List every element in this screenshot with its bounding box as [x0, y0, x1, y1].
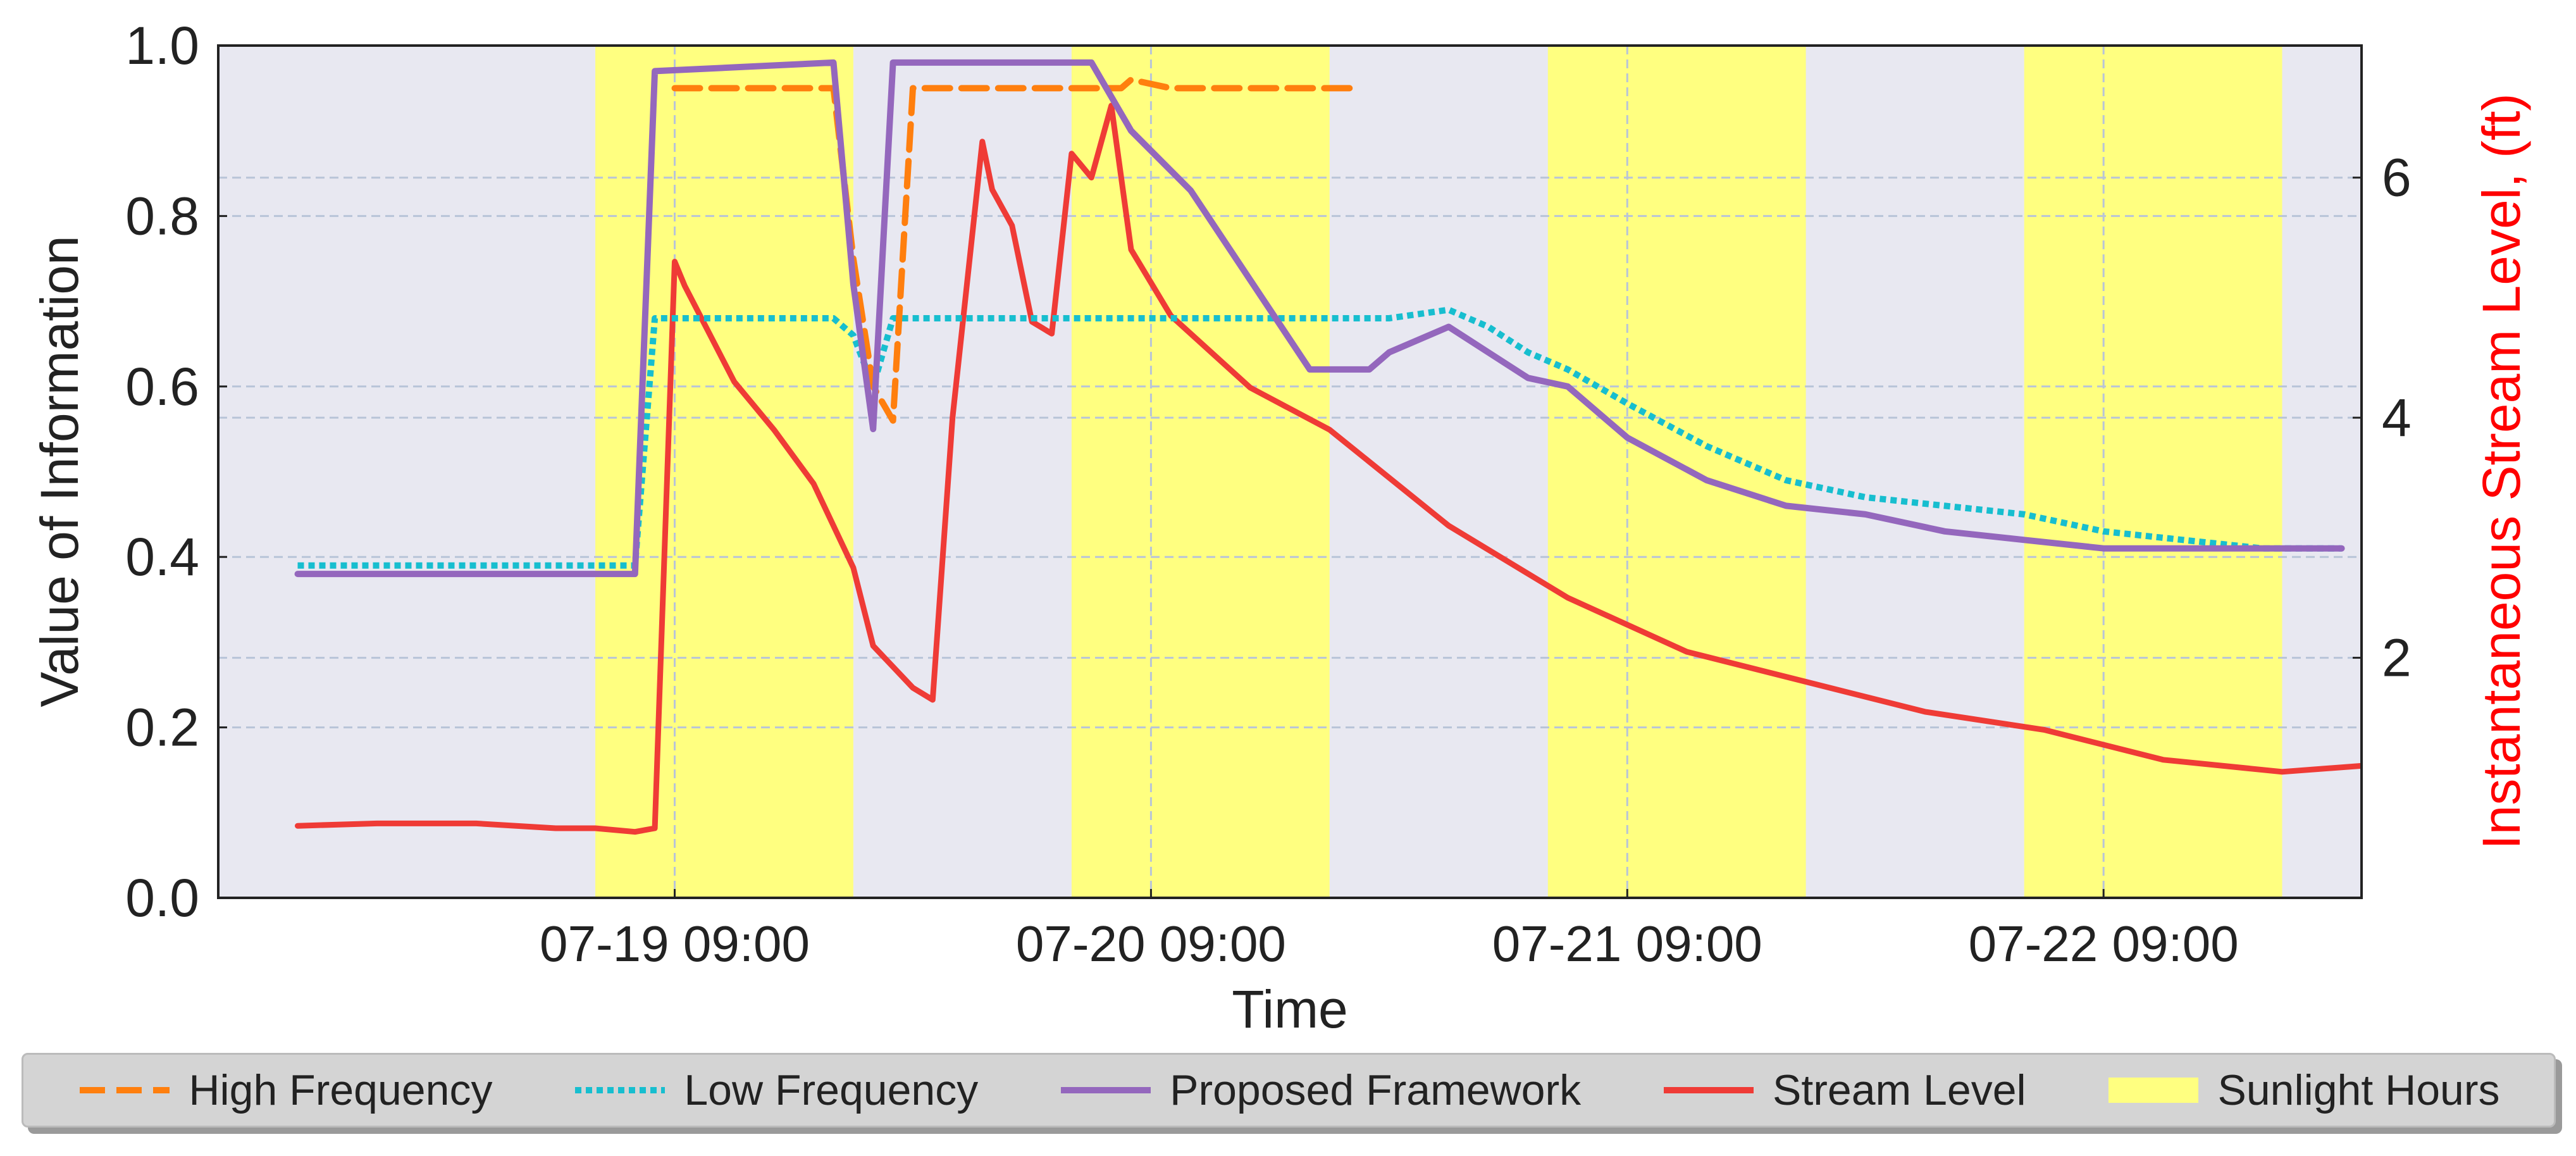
y-right-tick-label-2: 4 — [2382, 388, 2412, 447]
legend-swatch-high-frequency — [80, 1087, 170, 1093]
y-right-tick-label-3: 6 — [2382, 148, 2412, 208]
legend-label-high-frequency: High Frequency — [189, 1066, 493, 1114]
legend-label-stream-level: Stream Level — [1772, 1066, 2026, 1114]
series-stream-level — [295, 103, 2362, 835]
x-tick-label-1: 07-19 09:00 — [540, 916, 810, 972]
y-tick-label-2: 0.2 — [125, 698, 199, 757]
axes: 07-19 09:00 07-20 09:00 07-21 09:00 07-22 0… — [125, 16, 2412, 972]
grid-lines — [218, 46, 2362, 898]
x-tick-label-4: 07-22 09:00 — [1969, 916, 2239, 972]
sunlight-bands — [595, 46, 2282, 898]
legend-swatch-stream-level — [1663, 1087, 1754, 1093]
legend-swatch-proposed-framework — [1061, 1087, 1151, 1093]
y-tick-label-4: 0.6 — [125, 357, 199, 416]
plot-frame — [217, 44, 2363, 899]
legend-label-low-frequency: Low Frequency — [684, 1066, 979, 1114]
legend-item-stream-level: Stream Level — [1661, 1066, 2026, 1115]
sunlight-band-3 — [1547, 46, 1806, 898]
x-axis-label: Time — [1232, 979, 1348, 1039]
y-axis-label: Value of Information — [30, 235, 89, 707]
legend-label-sunlight-hours: Sunlight Hours — [2217, 1066, 2500, 1114]
legend-swatch-sunlight-hours — [2108, 1078, 2199, 1103]
y-tick-label-3: 0.4 — [125, 527, 199, 587]
y-right-tick-label-1: 2 — [2382, 628, 2412, 688]
sunlight-band-1 — [595, 46, 853, 898]
legend-swatch-low-frequency — [575, 1087, 666, 1093]
legend-item-low-frequency: Low Frequency — [573, 1066, 978, 1115]
x-tick-label-2: 07-20 09:00 — [1016, 916, 1286, 972]
y-tick-label-1: 0.0 — [125, 868, 199, 928]
legend-label-proposed-framework: Proposed Framework — [1170, 1066, 1582, 1114]
legend-item-proposed-framework: Proposed Framework — [1058, 1066, 1581, 1115]
legend: High Frequency Low Frequency Proposed Fr… — [22, 1053, 2556, 1128]
series-lines — [294, 59, 2362, 835]
y-tick-label-6: 1.0 — [125, 16, 199, 75]
series-high-frequency — [671, 76, 1363, 424]
series-proposed-framework — [294, 59, 2345, 578]
legend-item-sunlight-hours: Sunlight Hours — [2106, 1066, 2500, 1115]
sunlight-band-2 — [1071, 46, 1330, 898]
y-tick-label-5: 0.8 — [125, 186, 199, 245]
y-axis-right-label: Instantaneous Stream Level, (ft) — [2472, 93, 2531, 849]
x-tick-label-3: 07-21 09:00 — [1492, 916, 1762, 972]
legend-item-high-frequency: High Frequency — [77, 1066, 492, 1115]
